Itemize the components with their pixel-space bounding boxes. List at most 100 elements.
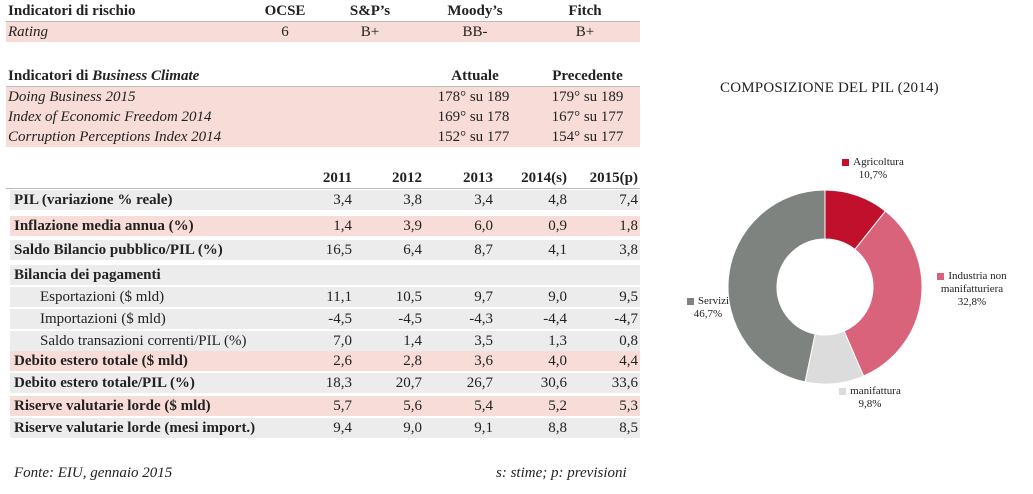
climate-col-current: Attuale [451,68,499,84]
macro-value-2011: 18,3 [325,375,352,391]
macro-value-2012: 10,5 [395,289,422,305]
macro-row: Inflazione media annua (%) 1,4 3,9 6,0 0,9 1,… [10,216,640,236]
climate-row: Index of Economic Freedom 2014 169° su 17… [6,107,640,127]
macro-row-label: Riserve valutarie lorde ($ mld) [14,398,211,414]
macro-row-label: Inflazione media annua (%) [14,218,194,234]
macro-value-2012: 20,7 [395,375,422,391]
macro-value-2014s: -4,4 [543,311,567,327]
climate-row-label: Corruption Perceptions Index 2014 [8,129,222,145]
macro-value-2013: 26,7 [466,375,493,391]
risk-fitch-value: B+ [575,24,595,40]
macro-value-2013: 5,4 [474,398,493,414]
risk-rating-label: Rating [8,24,48,40]
label-category: Industria non manifatturiera [940,270,1007,295]
macro-value-2014s: 4,1 [548,242,567,258]
macro-value-2013: 8,7 [474,242,493,258]
label-agricoltura: Agricoltura 10,7% [833,156,913,182]
climate-title: Indicatori di Business Climate [8,66,199,86]
macro-year-4: 2015(p) [589,170,638,186]
macro-value-2011: 1,4 [333,218,352,234]
macro-value-2013: 9,7 [474,289,493,305]
label-servizi: Servizi 46,7% [668,295,748,321]
legend-swatch [842,158,850,166]
macro-row: Saldo transazioni correnti/PIL (%) 7,0 1,4… [10,331,640,351]
macro-value-2012: 5,6 [403,398,422,414]
climate-row-previous: 154° su 177 [551,129,624,145]
macro-value-2011: 5,7 [333,398,352,414]
label-manifattura: manifattura 9,8% [820,385,920,411]
macro-value-2015p: 1,8 [619,218,638,234]
legend-swatch [937,272,945,280]
macro-row-label: Importazioni ($ mld) [40,311,166,327]
label-value: 9,8% [858,398,882,410]
label-category: manifattura [850,385,901,397]
label-industria-non-manifatturiera: Industria non manifatturiera 32,8% [932,270,1012,309]
macro-value-2014s: 30,6 [540,375,567,391]
risk-sp-value: B+ [360,24,380,40]
macro-row-label: PIL (variazione % reale) [14,192,173,208]
climate-title-plain: Indicatori di [8,68,93,84]
macro-value-2011: -4,5 [328,311,352,327]
label-value: 32,8% [957,296,987,308]
slice-industria-non-manifatturiera [843,210,923,377]
macro-value-2014s: 4,0 [548,353,567,369]
macro-row: Bilancia dei pagamenti [10,265,640,285]
macro-value-2012: 9,0 [403,420,422,436]
macro-value-2015p: 7,4 [619,192,638,208]
risk-col-fitch: Fitch [568,3,602,19]
macro-value-2015p: 3,8 [619,242,638,258]
macro-value-2015p: 0,8 [619,333,638,349]
macro-value-2013: 9,1 [474,420,493,436]
macro-value-2012: 2,8 [403,353,422,369]
macro-value-2013: 3,6 [474,353,493,369]
climate-title-italic: Business Climate [92,68,200,84]
footer-source: Fonte: EIU, gennaio 2015 [14,465,173,481]
macro-row-label: Debito estero totale ($ mld) [14,353,188,369]
macro-row-label: Saldo Bilancio pubblico/PIL (%) [14,242,223,258]
climate-row-current: 178° su 189 [437,89,510,105]
macro-value-2011: 16,5 [325,242,352,258]
label-category: Servizi [697,295,730,307]
macro-value-2013: -4,3 [469,311,493,327]
macro-value-2014s: 9,0 [548,289,567,305]
macro-row-label: Bilancia dei pagamenti [14,267,161,283]
macro-value-2015p: 4,4 [619,353,638,369]
macro-year-3: 2014(s) [521,170,567,186]
macro-value-2011: 2,6 [333,353,352,369]
macro-value-2015p: -4,7 [614,311,638,327]
risk-ocse-value: 6 [281,24,289,40]
risk-title: Indicatori di rischio [8,3,136,19]
legend-swatch [839,387,847,395]
label-category: Agricoltura [853,156,904,168]
macro-row: Riserve valutarie lorde ($ mld) 5,7 5,6 5,4… [10,396,640,416]
climate-row-current: 169° su 178 [437,109,510,125]
macro-value-2014s: 5,2 [548,398,567,414]
macro-value-2012: -4,5 [398,311,422,327]
macro-row-label: Riserve valutarie lorde (mesi import.) [14,420,256,436]
macro-value-2013: 3,5 [474,333,493,349]
macro-row-label: Saldo transazioni correnti/PIL (%) [40,333,247,349]
macro-value-2012: 3,8 [403,192,422,208]
macro-row-label: Debito estero totale/PIL (%) [14,375,195,391]
macro-value-2011: 7,0 [333,333,352,349]
chart-title: COMPOSIZIONE DEL PIL (2014) [720,80,939,96]
macro-value-2014s: 1,3 [548,333,567,349]
macro-value-2015p: 33,6 [611,375,638,391]
macro-value-2013: 6,0 [474,218,493,234]
climate-row-label: Doing Business 2015 [8,89,136,105]
macro-row: Riserve valutarie lorde (mesi import.) 9,… [10,418,640,438]
macro-year-0: 2011 [322,170,352,186]
macro-value-2015p: 5,3 [619,398,638,414]
label-value: 46,7% [693,308,723,320]
macro-value-2012: 1,4 [403,333,422,349]
climate-row-label: Index of Economic Freedom 2014 [8,109,212,125]
macro-value-2013: 3,4 [474,192,493,208]
macro-row: Saldo Bilancio pubblico/PIL (%) 16,5 6,4 8,… [10,240,640,260]
macro-value-2014s: 4,8 [548,192,567,208]
macro-value-2012: 6,4 [403,242,422,258]
macro-row: Debito estero totale ($ mld) 2,6 2,8 3,6 4,0… [10,351,640,371]
climate-col-previous: Precedente [552,68,623,84]
macro-value-2015p: 9,5 [619,289,638,305]
macro-value-2011: 11,1 [326,289,352,305]
